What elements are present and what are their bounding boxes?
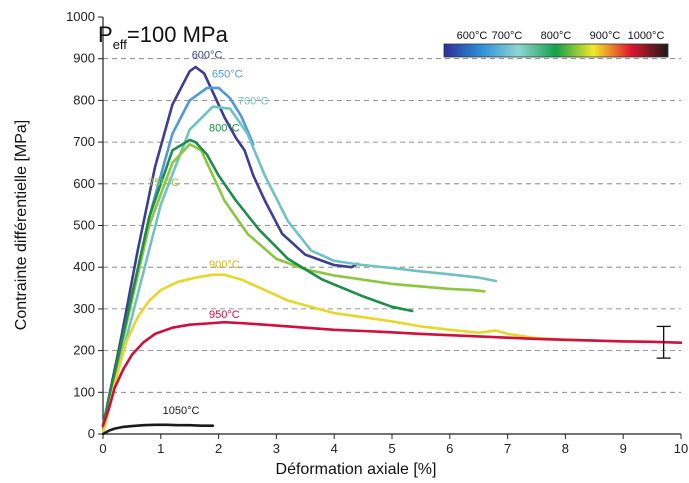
series-label-1050°C: 1050°C [163, 405, 200, 417]
x-tick-label: 3 [273, 441, 280, 456]
y-tick-label: 900 [73, 51, 95, 66]
series-label-700°C: 700°C [238, 96, 269, 108]
y-tick-label: 400 [73, 259, 95, 274]
y-tick-label: 700 [73, 134, 95, 149]
colorbar-label: 700°C [492, 30, 523, 42]
x-tick-label: 9 [620, 441, 627, 456]
colorbar-label: 900°C [590, 30, 621, 42]
x-tick-label: 1 [157, 441, 164, 456]
x-tick-label: 8 [562, 441, 569, 456]
colorbar-label: 600°C [457, 30, 488, 42]
y-tick-label: 600 [73, 176, 95, 191]
series-label-650°C: 650°C [212, 68, 243, 80]
y-tick-label: 500 [73, 218, 95, 233]
x-axis-label: Déformation axiale [%] [276, 461, 437, 478]
series-label-600°C: 600°C [192, 50, 223, 62]
x-tick-label: 2 [215, 441, 222, 456]
colorbar-gradient [444, 44, 668, 57]
y-axis-label: Contrainte différentielle [MPa] [13, 120, 30, 330]
x-tick-label: 6 [446, 441, 453, 456]
x-tick-label: 10 [674, 441, 688, 456]
x-tick-label: 7 [504, 441, 511, 456]
series-label-950°C: 950°C [209, 309, 240, 321]
y-tick-label: 800 [73, 92, 95, 107]
x-tick-label: 5 [388, 441, 395, 456]
y-tick-label: 1000 [66, 9, 95, 24]
y-tick-label: 300 [73, 301, 95, 316]
colorbar-label: 1000°C [628, 30, 665, 42]
y-tick-label: 100 [73, 384, 95, 399]
colorbar-label: 800°C [541, 30, 572, 42]
series-label-800°C: 800°C [209, 123, 240, 135]
y-tick-label: 200 [73, 343, 95, 358]
x-tick-label: 0 [99, 441, 106, 456]
series-label-900°C: 900°C [209, 259, 240, 271]
series-label-750°C: 750°C [148, 177, 179, 189]
x-tick-label: 4 [331, 441, 338, 456]
y-tick-label: 0 [88, 426, 95, 441]
